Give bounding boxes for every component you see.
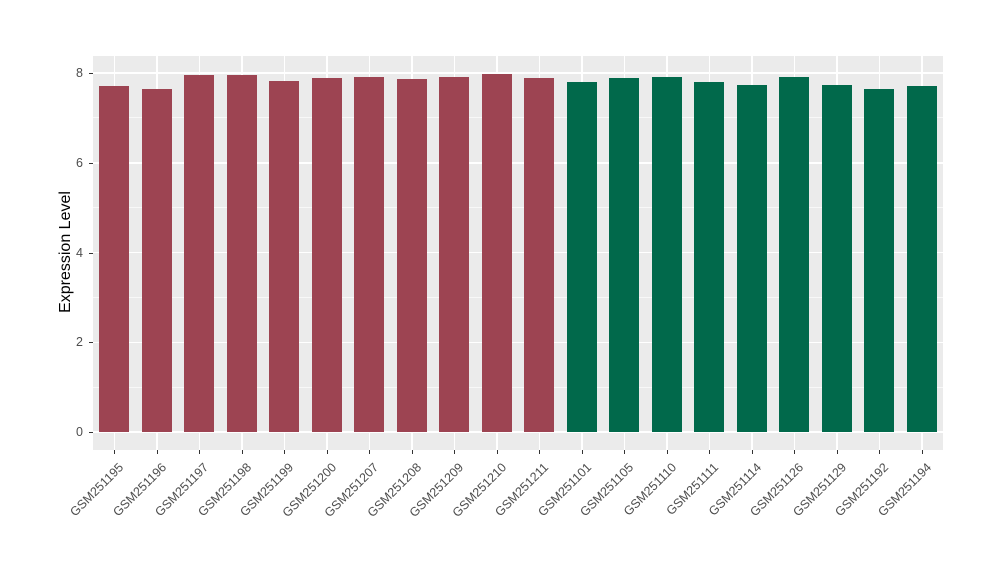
bar-GSM251210	[481, 74, 512, 432]
y-tick-mark	[89, 162, 93, 164]
bar-GSM251110	[651, 77, 682, 432]
y-tick-label: 0	[76, 425, 83, 439]
y-tick-label: 2	[76, 335, 83, 350]
y-tick-label: 4	[76, 245, 83, 260]
x-tick-mark	[624, 450, 626, 454]
x-tick-mark	[411, 450, 413, 454]
major-gridline	[93, 341, 943, 343]
minor-gridline	[93, 386, 943, 388]
minor-gridline	[93, 207, 943, 209]
major-gridline	[93, 431, 943, 433]
x-tick-mark	[156, 450, 158, 454]
x-tick-mark	[539, 450, 541, 454]
bar-GSM251101	[566, 81, 597, 432]
bar-GSM251129	[821, 84, 852, 432]
x-tick-mark	[454, 450, 456, 454]
x-tick-mark	[921, 450, 923, 454]
major-gridline	[93, 162, 943, 164]
x-tick-mark	[879, 450, 881, 454]
bar-GSM251196	[141, 88, 172, 432]
plot-panel	[93, 56, 943, 450]
bar-GSM251197	[184, 74, 215, 432]
y-tick-label: 6	[76, 155, 83, 170]
x-tick-mark	[369, 450, 371, 454]
x-tick-mark	[836, 450, 838, 454]
bar-GSM251111	[694, 81, 725, 432]
bar-GSM251207	[354, 76, 385, 432]
x-tick-mark	[794, 450, 796, 454]
x-tick-mark	[666, 450, 668, 454]
bar-GSM251199	[269, 80, 300, 432]
x-tick-mark	[199, 450, 201, 454]
y-tick-mark	[89, 73, 93, 74]
major-gridline	[93, 251, 943, 254]
bar-GSM251114	[736, 85, 767, 432]
bar-GSM251195	[99, 86, 130, 432]
x-tick-mark	[241, 450, 243, 454]
bar-GSM251194	[906, 86, 937, 432]
bar-GSM251211	[524, 78, 555, 432]
bar-GSM251198	[226, 74, 257, 432]
x-tick-mark	[496, 450, 498, 454]
x-tick-mark	[114, 450, 116, 454]
x-tick-mark	[284, 450, 286, 454]
bar-GSM251192	[864, 88, 895, 432]
bar-GSM251105	[609, 78, 640, 432]
x-tick-label: GSM251194	[875, 460, 934, 520]
bar-GSM251200	[311, 78, 342, 432]
bar-GSM251209	[439, 77, 470, 432]
major-gridline	[93, 72, 943, 74]
y-tick-mark	[89, 342, 93, 344]
x-tick-mark	[581, 450, 583, 454]
y-tick-mark	[89, 252, 93, 254]
minor-gridline	[93, 117, 943, 119]
y-tick-mark	[89, 432, 93, 433]
y-tick-label: 8	[76, 66, 83, 80]
bar-GSM251126	[779, 77, 810, 432]
x-tick-mark	[326, 450, 328, 454]
bar-GSM251208	[396, 79, 427, 432]
x-tick-mark	[751, 450, 753, 454]
x-tick-mark	[709, 450, 711, 454]
minor-gridline	[93, 296, 943, 298]
